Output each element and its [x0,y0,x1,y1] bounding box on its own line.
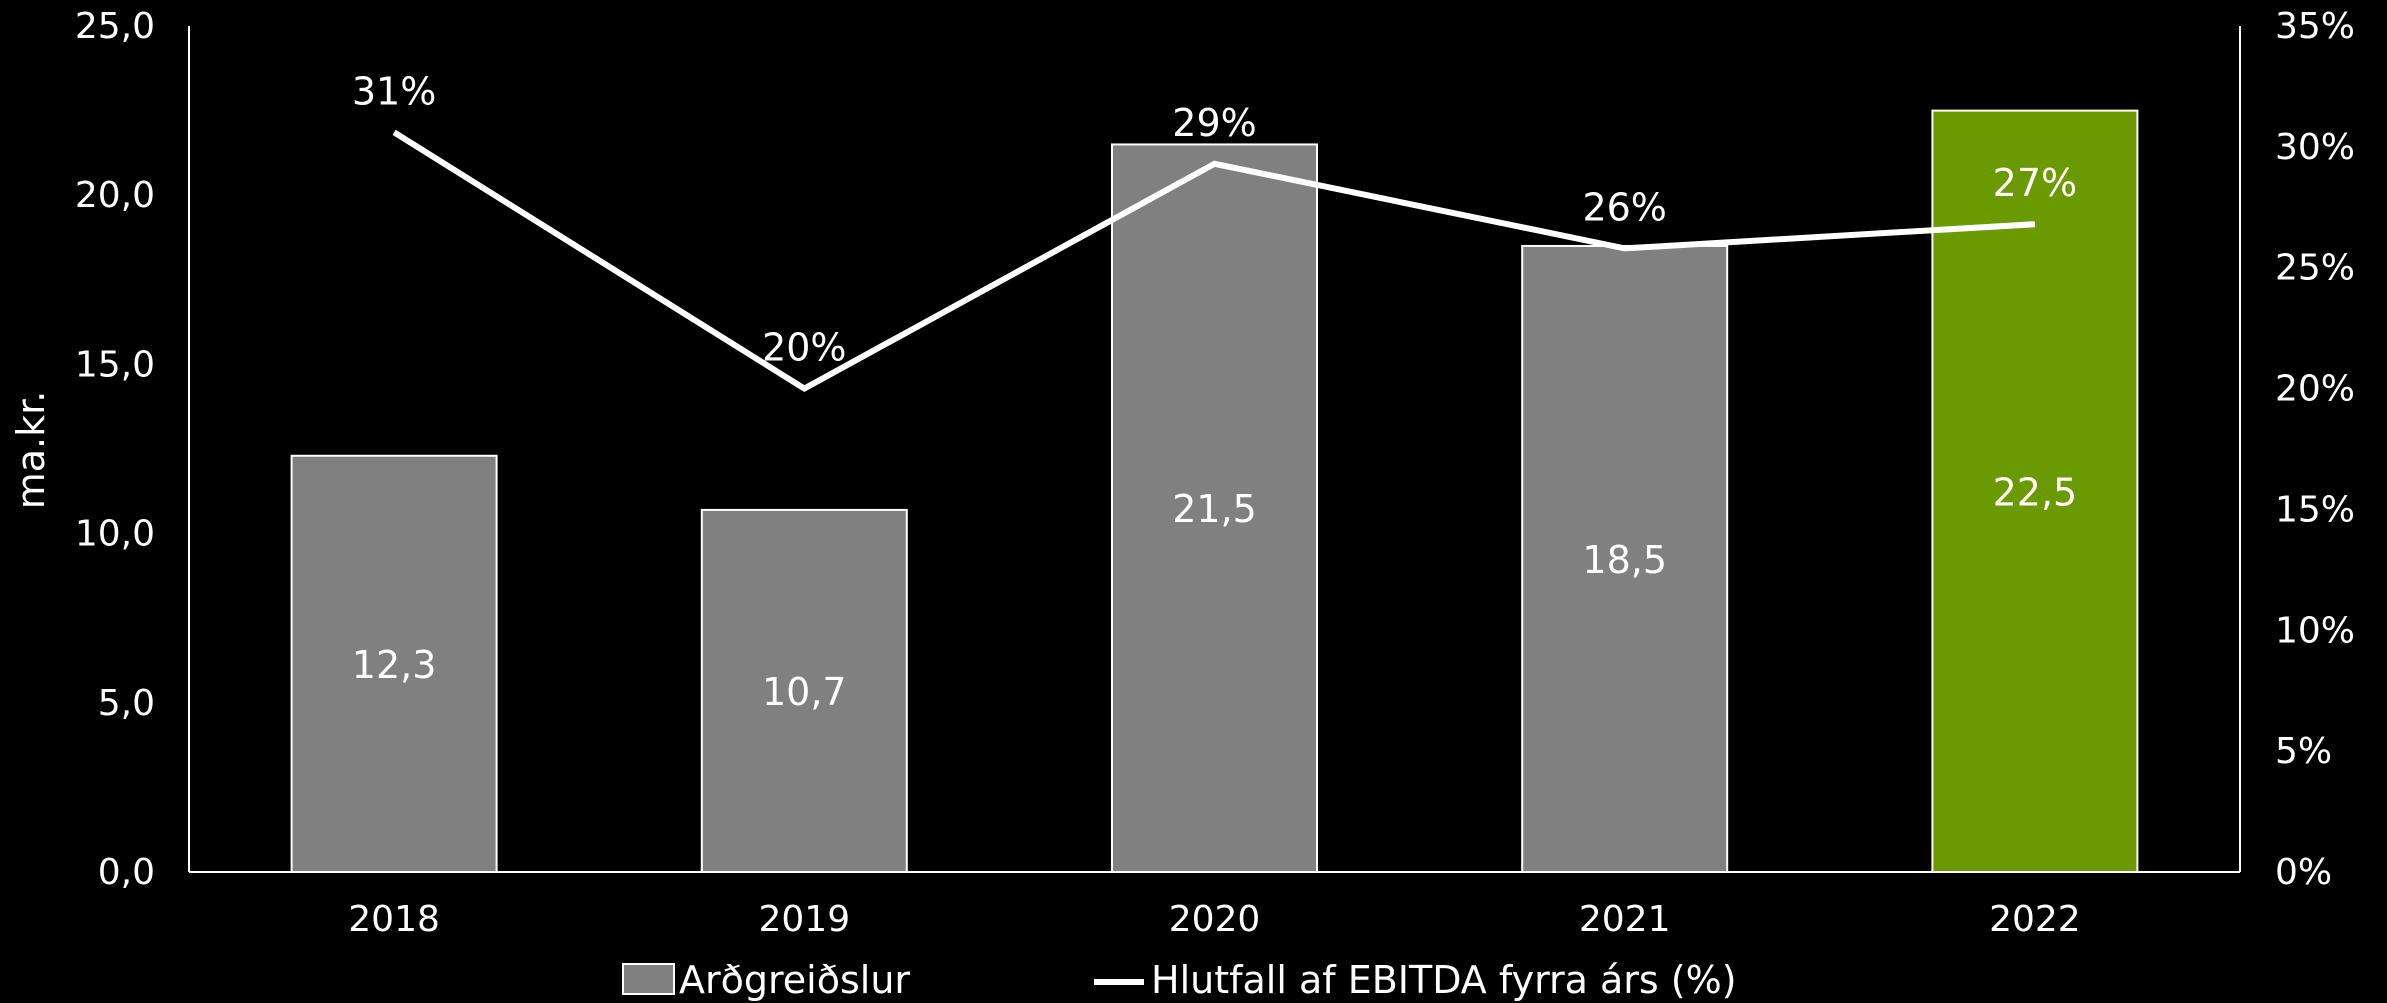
line-series [392,129,2036,393]
x-tick-label: 2020 [1169,899,1261,940]
y-tick-label: 0,0 [98,852,155,893]
y2-tick-label: 5% [2275,731,2332,772]
y2-tick-label: 25% [2275,248,2355,289]
y2-tick-label: 35% [2275,6,2355,47]
x-tick-label: 2021 [1579,899,1671,940]
line-value-label: 27% [1993,161,2077,205]
x-tick-label: 2018 [348,899,440,940]
bar [700,508,908,873]
y2-tick-label: 30% [2275,127,2355,168]
bar [290,454,498,873]
y-tick-label: 10,0 [75,514,155,555]
legend-label-bars: Arðgreiðslur [679,958,910,1002]
legend-swatch-bars [622,963,675,995]
data-labels: 12,3 10,7 21,5 18,5 22,5 31% 20% 29% 26% 27% [352,69,2077,714]
bar-value-label: 12,3 [352,643,437,687]
y2-tick-label: 20% [2275,369,2355,410]
y-tick-label: 5,0 [98,683,155,724]
x-tick-label: 2022 [1989,899,2081,940]
y2-tick-label: 10% [2275,610,2355,651]
line-value-label: 29% [1172,101,1256,145]
bar-value-label: 18,5 [1582,538,1667,582]
bar [1521,244,1729,873]
legend-label-line: Hlutfall af EBITDA fyrra árs (%) [1151,958,1737,1002]
bar-series [290,109,2139,874]
x-tick-label: 2019 [758,899,850,940]
line-path [392,129,2036,393]
bar-value-label: 22,5 [1993,470,2078,514]
y-axis-title: ma.kr. [9,391,53,510]
y2-tick-label: 15% [2275,489,2355,530]
bar-value-label: 10,7 [762,670,847,714]
line-value-label: 31% [352,69,436,113]
line-value-label: 20% [762,326,846,370]
y-tick-label: 25,0 [75,6,155,47]
y-tick-label: 15,0 [75,344,155,385]
bar [1931,109,2139,874]
y2-tick-label: 0% [2275,852,2332,893]
legend: Arðgreiðslur Hlutfall af EBITDA fyrra ár… [622,958,1737,1002]
bar [1111,143,1318,873]
bar-value-label: 21,5 [1172,487,1257,531]
axes: 0,0 5,0 10,0 15,0 20,0 25,0 0% 5% 10% 15% 20% 25% 30… [75,6,2355,940]
line-value-label: 26% [1582,185,1666,229]
y-tick-label: 20,0 [75,175,155,216]
